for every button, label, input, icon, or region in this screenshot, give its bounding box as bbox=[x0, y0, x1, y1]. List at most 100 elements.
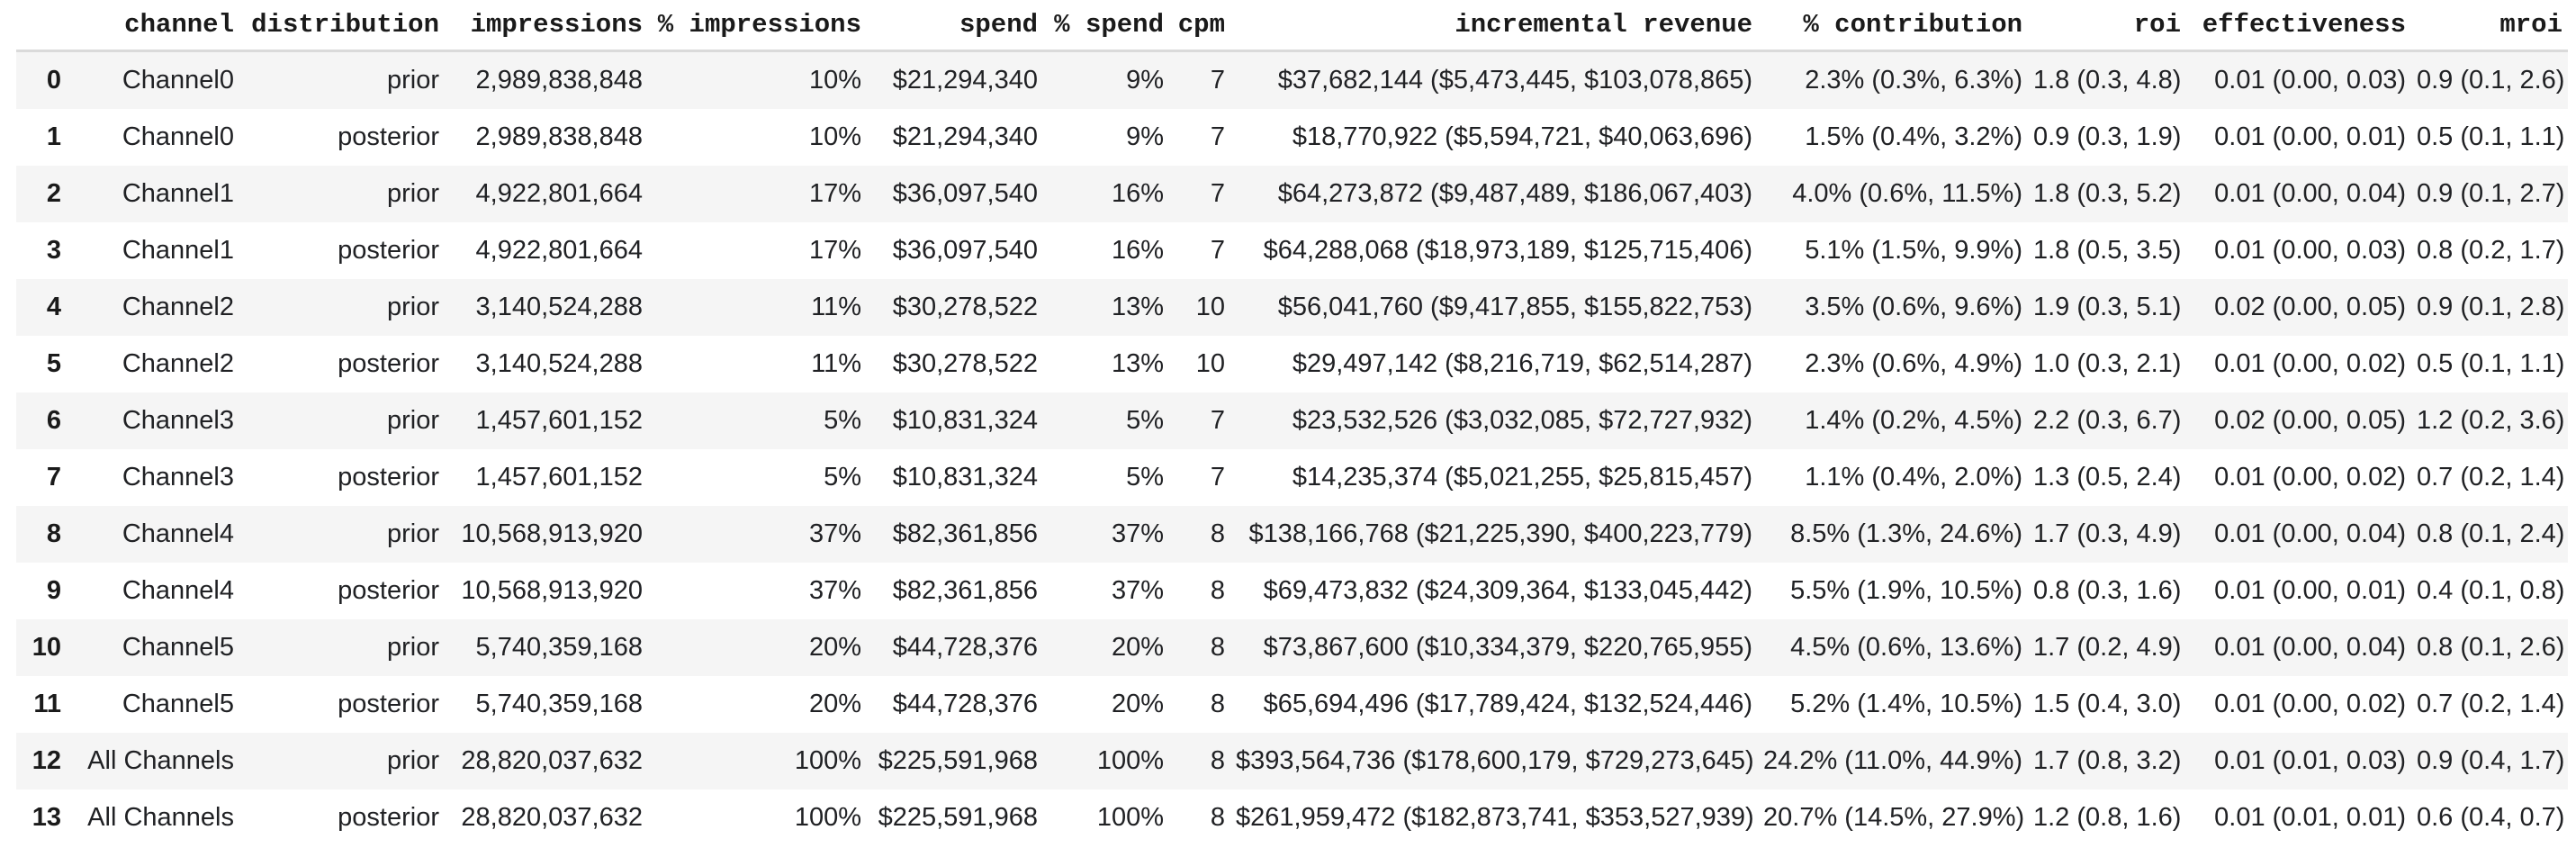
table-cell: $82,361,856 bbox=[892, 519, 1038, 548]
table-cell: 4.5% (0.6%, 13.6%) bbox=[1790, 633, 2022, 662]
header-row: channel distribution impressions% impressi… bbox=[16, 0, 2568, 52]
table-cell: $73,867,600 ($10,334,379, $220,765,955) bbox=[1263, 633, 1752, 662]
table-cell: 4,922,801,664 bbox=[475, 179, 643, 208]
table-cell: $14,235,374 ($5,021,255, $25,815,457) bbox=[1292, 463, 1752, 492]
table-cell: 1.8 (0.3, 4.8) bbox=[2033, 66, 2182, 95]
table-cell: 2.3% (0.6%, 4.9%) bbox=[1805, 349, 2022, 378]
table-cell: 37% bbox=[1111, 519, 1164, 548]
table-row: 7 Channel3 posterior 1,457,601,152 5% $10,831… bbox=[16, 449, 2568, 506]
row-index: 10 bbox=[32, 633, 61, 662]
table-cell: 0.01 (0.01, 0.01) bbox=[2214, 803, 2406, 832]
table-cell: 0.8 (0.3, 1.6) bbox=[2033, 576, 2182, 605]
row-index: 9 bbox=[46, 576, 61, 605]
table-cell: 1.2 (0.8, 1.6) bbox=[2033, 803, 2182, 832]
table-cell: $18,770,922 ($5,594,721, $40,063,696) bbox=[1292, 122, 1752, 151]
table-cell: 4.0% (0.6%, 11.5%) bbox=[1792, 179, 2022, 208]
table-cell: posterior bbox=[338, 122, 439, 151]
column-header: distribution bbox=[239, 0, 445, 52]
table-cell: 1.9 (0.3, 5.1) bbox=[2033, 293, 2182, 321]
table-row: 3 Channel1 posterior 4,922,801,664 17% $36,09… bbox=[16, 222, 2568, 279]
table-cell: 24.2% (11.0%, 44.9%) bbox=[1763, 746, 2023, 775]
table-cell: 20% bbox=[1111, 690, 1164, 718]
table-cell: 8 bbox=[1210, 576, 1225, 605]
row-index: 2 bbox=[46, 179, 61, 208]
table-cell: 2.3% (0.3%, 6.3%) bbox=[1805, 66, 2022, 95]
table-cell: posterior bbox=[338, 463, 439, 492]
table-cell: 1.2 (0.2, 3.6) bbox=[2417, 406, 2565, 435]
media-summary-table: channel distribution impressions% impressi… bbox=[16, 0, 2568, 846]
table-cell: $37,682,144 ($5,473,445, $103,078,865) bbox=[1277, 66, 1752, 95]
table-cell: 7 bbox=[1210, 463, 1225, 492]
index-column-header bbox=[16, 0, 67, 52]
table-cell: prior bbox=[386, 633, 439, 662]
table-cell: 0.8 (0.1, 2.6) bbox=[2417, 633, 2565, 662]
table-row: 10 Channel5 prior 5,740,359,168 20% $44,728,3… bbox=[16, 619, 2568, 676]
table-cell: 0.5 (0.1, 1.1) bbox=[2417, 349, 2565, 378]
table-cell: 1.7 (0.3, 4.9) bbox=[2033, 519, 2182, 548]
table-cell: 1.5% (0.4%, 3.2%) bbox=[1805, 122, 2022, 151]
table-cell: 28,820,037,632 bbox=[461, 746, 643, 775]
table-cell: 17% bbox=[808, 236, 861, 265]
table-cell: 0.9 (0.3, 1.9) bbox=[2033, 122, 2182, 151]
table-row: 6 Channel3 prior 1,457,601,152 5% $10,831,324… bbox=[16, 392, 2568, 449]
table-cell: 5,740,359,168 bbox=[475, 690, 643, 718]
table-cell: Channel5 bbox=[122, 633, 234, 662]
table-cell: $138,166,768 ($21,225,390, $400,223,779) bbox=[1248, 519, 1752, 548]
table-cell: 5% bbox=[824, 463, 861, 492]
table-cell: 0.02 (0.00, 0.05) bbox=[2214, 293, 2406, 321]
table-cell: $21,294,340 bbox=[892, 66, 1038, 95]
table-row: 0 Channel0 prior 2,989,838,848 10% $21,294,34… bbox=[16, 50, 2568, 109]
table-cell: 3.5% (0.6%, 9.6%) bbox=[1805, 293, 2022, 321]
row-index: 11 bbox=[33, 690, 61, 718]
table-cell: 8 bbox=[1210, 803, 1225, 832]
table-cell: 1.0 (0.3, 2.1) bbox=[2033, 349, 2182, 378]
row-index: 7 bbox=[46, 463, 61, 492]
table-cell: 0.4 (0.1, 0.8) bbox=[2417, 576, 2565, 605]
table-cell: posterior bbox=[338, 803, 439, 832]
table-cell: 20% bbox=[1111, 633, 1164, 662]
table-cell: 37% bbox=[1111, 576, 1164, 605]
table-cell: $30,278,522 bbox=[892, 349, 1038, 378]
table-cell: 5.5% (1.9%, 10.5%) bbox=[1790, 576, 2022, 605]
table-cell: 1.3 (0.5, 2.4) bbox=[2033, 463, 2182, 492]
table-cell: $10,831,324 bbox=[892, 463, 1038, 492]
table-row: 12 All Channels prior 28,820,037,632 100% $22… bbox=[16, 733, 2568, 789]
table-cell: 2.2 (0.3, 6.7) bbox=[2033, 406, 2182, 435]
table-cell: 0.01 (0.00, 0.03) bbox=[2214, 66, 2406, 95]
table-cell: 1.4% (0.2%, 4.5%) bbox=[1805, 406, 2022, 435]
table-cell: 0.5 (0.1, 1.1) bbox=[2417, 122, 2565, 151]
table-cell: Channel4 bbox=[122, 519, 234, 548]
row-index: 4 bbox=[46, 293, 61, 321]
table-cell: 0.9 (0.1, 2.6) bbox=[2417, 66, 2565, 95]
table-cell: 0.9 (0.1, 2.7) bbox=[2417, 179, 2565, 208]
table-cell: 5% bbox=[824, 406, 861, 435]
table-row: 2 Channel1 prior 4,922,801,664 17% $36,097,54… bbox=[16, 166, 2568, 222]
table-row: 11 Channel5 posterior 5,740,359,168 20% $44,7… bbox=[16, 676, 2568, 733]
table-cell: 16% bbox=[1111, 179, 1164, 208]
column-header: mroi bbox=[2411, 0, 2568, 52]
table-cell: 8 bbox=[1210, 690, 1225, 718]
table-cell: 100% bbox=[1096, 746, 1164, 775]
table-cell: 0.7 (0.2, 1.4) bbox=[2417, 463, 2565, 492]
table-cell: Channel3 bbox=[122, 463, 234, 492]
table-cell: prior bbox=[386, 179, 439, 208]
table-cell: 0.01 (0.00, 0.02) bbox=[2214, 349, 2406, 378]
table-cell: 0.9 (0.1, 2.8) bbox=[2417, 293, 2565, 321]
table-cell: 20.7% (14.5%, 27.9%) bbox=[1763, 803, 2025, 832]
table-cell: 2,989,838,848 bbox=[475, 66, 643, 95]
row-index: 6 bbox=[46, 406, 61, 435]
table-cell: $56,041,760 ($9,417,855, $155,822,753) bbox=[1277, 293, 1752, 321]
table-cell: 7 bbox=[1210, 236, 1225, 265]
table-cell: 10,568,913,920 bbox=[461, 519, 643, 548]
table-cell: 7 bbox=[1210, 406, 1225, 435]
column-header: effectiveness bbox=[2186, 0, 2411, 52]
table-cell: 100% bbox=[794, 746, 861, 775]
table-cell: $21,294,340 bbox=[892, 122, 1038, 151]
table-cell: 1,457,601,152 bbox=[475, 406, 643, 435]
table-cell: $82,361,856 bbox=[892, 576, 1038, 605]
table-cell: posterior bbox=[338, 690, 439, 718]
table-cell: Channel1 bbox=[122, 236, 234, 265]
table-cell: 5.1% (1.5%, 9.9%) bbox=[1805, 236, 2022, 265]
table-cell: prior bbox=[386, 66, 439, 95]
table-cell: $64,273,872 ($9,487,489, $186,067,403) bbox=[1277, 179, 1752, 208]
